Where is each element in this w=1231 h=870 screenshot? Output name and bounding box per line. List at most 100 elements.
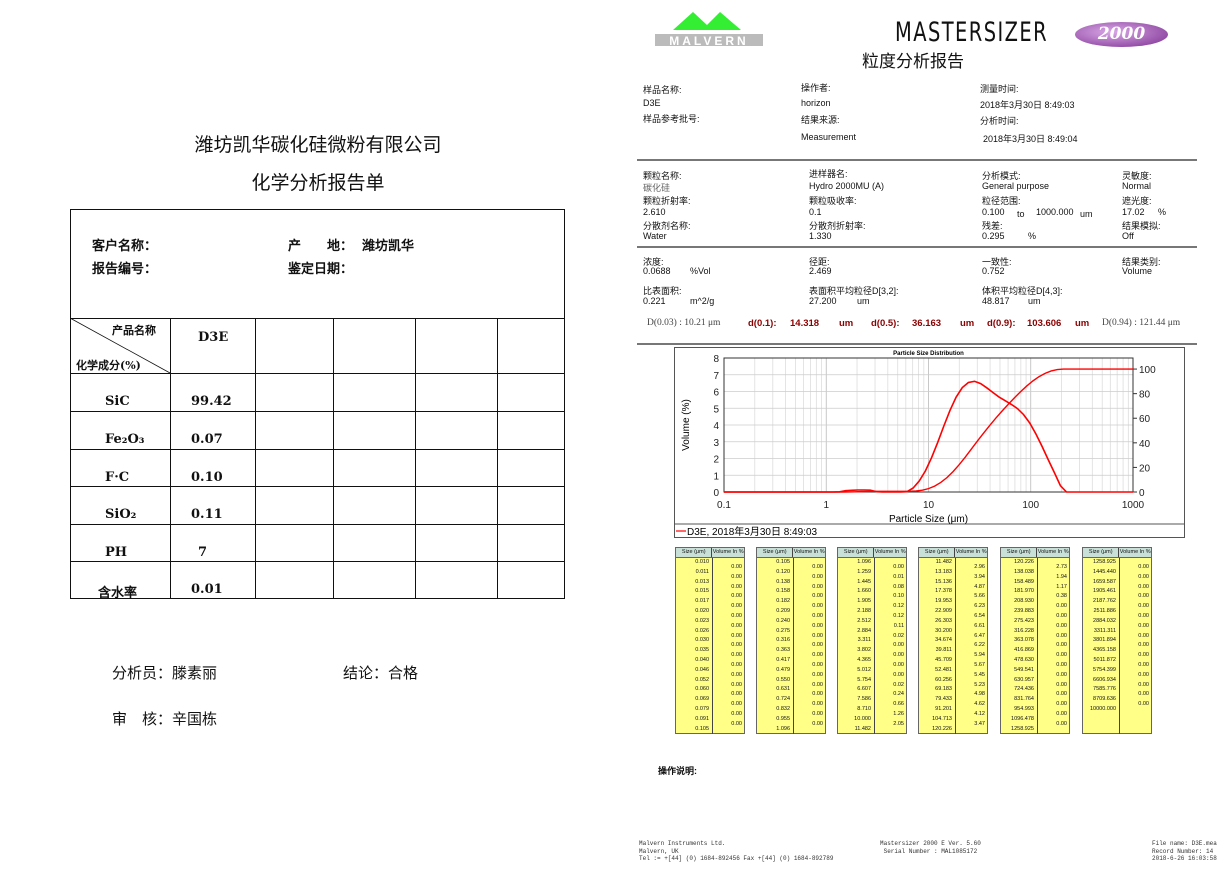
y-tick-label: 0: [713, 488, 719, 499]
absorption: 0.1: [809, 207, 822, 217]
size-cell: 0.035: [695, 647, 709, 654]
size-cell: 0.631: [776, 686, 790, 693]
result-units: Volume: [1122, 266, 1153, 276]
size-cell: 26.303: [935, 617, 952, 624]
table-rule: [415, 318, 416, 599]
volume-cell: 0.12: [893, 612, 904, 619]
table-rule: [333, 318, 334, 599]
measure-time-label: 测量时间:: [980, 84, 1019, 94]
volume-cell: 0.00: [731, 603, 742, 610]
size-cell: 0.069: [695, 696, 709, 703]
size-column: 0.105 0.120 0.138 0.158 0.182 0.209 0.240 0.275…: [757, 558, 794, 734]
volume-cell: 0.00: [1138, 642, 1149, 649]
size-cell: 0.158: [776, 588, 790, 595]
size-cell: 0.105: [695, 725, 709, 732]
reviewer: 审 核：辛国栋: [112, 711, 218, 728]
volume-cell: 0.00: [731, 720, 742, 727]
size-cell: 39.811: [935, 647, 952, 654]
size-cell: 4365.158: [1093, 647, 1116, 654]
volume-cell: 0.00: [1138, 564, 1149, 570]
volume-cell: 0.00: [731, 642, 742, 649]
residual: 0.295: [982, 231, 1005, 241]
dispersant-label: 分散剂名称:: [643, 221, 691, 231]
volume-cell: 4.87: [974, 583, 985, 590]
y-tick-label: 7: [713, 371, 719, 382]
volume-cell: 0.00: [1056, 691, 1067, 698]
volume-cell: 5.45: [974, 671, 985, 678]
size-volume-table: Size (μm) Volume In % 0.105 0.120 0.138 0.158…: [756, 547, 826, 734]
y-tick-label: 5: [713, 404, 719, 415]
size-cell: 22.909: [935, 607, 952, 614]
footer-line: Serial Number : MAL1085172: [883, 847, 978, 855]
volume-cell: 0.24: [893, 691, 904, 698]
volume-cell: 6.47: [974, 632, 985, 639]
operator: horizon: [801, 98, 831, 108]
size-cell: 60.256: [935, 676, 952, 683]
d05-value: 36.163: [912, 318, 942, 329]
absorption-label: 颗粒吸收率:: [809, 196, 857, 206]
volume-cell: 0.02: [893, 681, 904, 688]
volume-cell: 0.00: [1138, 622, 1149, 629]
size-cell: 5754.399: [1093, 666, 1116, 673]
ssa-unit: m^2/g: [690, 296, 715, 306]
size-cell: 0.040: [695, 656, 709, 663]
volume-cell: 4.98: [974, 691, 985, 698]
volume-cell: 0.00: [812, 671, 823, 678]
size-cell: 1258.925: [1011, 725, 1034, 732]
y2-tick-label: 80: [1139, 390, 1151, 401]
d05-label: d(0.5):: [871, 318, 900, 329]
volume-cell: 0.00: [812, 720, 823, 727]
volume-cell: 0.00: [1138, 593, 1149, 600]
size-volume-table: Size (μm) Volume In % 11.482 13.183 15.136 17…: [918, 547, 988, 734]
d32-unit: um: [857, 296, 870, 306]
volume-cell: 6.22: [974, 642, 985, 649]
volume-cell: 0.00: [812, 622, 823, 629]
size-cell: 831.764: [1014, 696, 1034, 703]
size-cell: 8709.636: [1093, 696, 1116, 703]
component-name: SiC: [105, 394, 130, 409]
sample-name: D3E: [643, 98, 661, 108]
origin-label: 产 地：: [288, 239, 354, 254]
plot-area: [723, 357, 1134, 493]
size-cell: 630.957: [1014, 676, 1034, 683]
obscuration-unit: %: [1158, 207, 1167, 217]
size-cell: 1.660: [857, 588, 871, 595]
volume-cell: 2.73: [1056, 564, 1067, 570]
volume-cell: 0.38: [1056, 593, 1067, 600]
size-cell: 239.883: [1014, 607, 1034, 614]
uniformity: 0.752: [982, 266, 1005, 276]
size-cell: 2187.762: [1093, 598, 1116, 605]
table-rule: [70, 449, 565, 450]
x-tick-label: 1000: [1122, 500, 1145, 511]
volume-cell: 0.00: [1138, 603, 1149, 610]
size-cell: 0.017: [695, 598, 709, 605]
volume-cell: 0.00: [893, 642, 904, 649]
volume-cell: 0.00: [731, 710, 742, 717]
volume-column: 2.73 1.94 1.17 0.38 0.00 0.00 0.00 0.00 0.00 0.00…: [1038, 558, 1070, 734]
ssa-label: 比表面积:: [643, 286, 682, 296]
volume-cell: 0.00: [812, 710, 823, 717]
emulation-label: 结果模拟:: [1122, 221, 1161, 231]
x-axis-label: Particle Size (μm): [889, 514, 968, 525]
volume-cell: 0.00: [893, 671, 904, 678]
component-name: Fe₂O₃: [105, 432, 145, 447]
volume-cell: 0.00: [1138, 681, 1149, 688]
sensitivity: Normal: [1122, 181, 1152, 191]
analyst: 分析员：滕素丽: [112, 665, 218, 682]
analysis-table: [70, 209, 565, 599]
particle-name: 碳化硅: [643, 183, 671, 193]
volume-cell: 3.47: [974, 720, 985, 727]
sensitivity-label: 灵敏度:: [1122, 171, 1152, 181]
d01-unit: um: [839, 318, 854, 329]
volume-cell: 0.00: [812, 583, 823, 590]
result-units-label: 结果类别:: [1122, 257, 1161, 267]
table-header: Size (μm) Volume In %: [676, 548, 744, 558]
d43-label: 体积平均粒径D[4,3]:: [982, 286, 1063, 296]
size-cell: 10000.000: [1090, 705, 1116, 712]
volume-cell: 4.12: [974, 710, 985, 717]
footer-line: Record Number: 14: [1152, 847, 1214, 855]
size-cell: 7.586: [857, 696, 871, 703]
origin-value: 潍坊凯华: [362, 239, 415, 254]
size-cell: 0.138: [776, 578, 790, 585]
volume-cell: 0.00: [1056, 701, 1067, 708]
